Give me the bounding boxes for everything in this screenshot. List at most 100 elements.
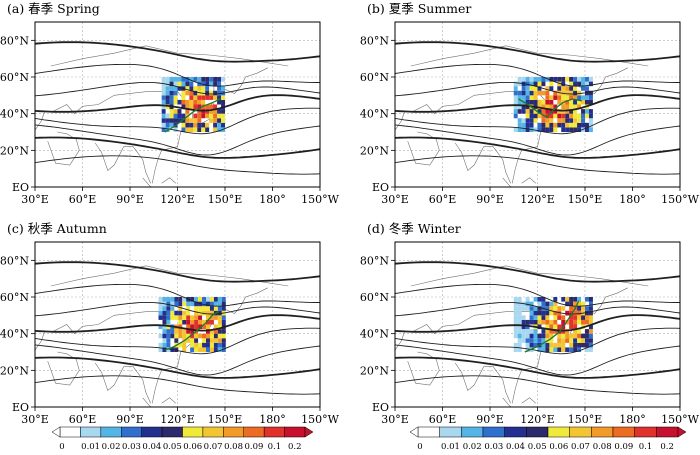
heatmap-cell	[165, 95, 170, 100]
x-tick-label: 180°	[619, 193, 646, 206]
heatmap-cell	[178, 342, 183, 348]
heatmap-cell	[217, 342, 222, 348]
heatmap-cell	[545, 324, 550, 330]
heatmap-cell	[529, 338, 534, 343]
heatmap-cell	[537, 81, 542, 87]
contour-line	[35, 344, 320, 376]
heatmap-cell	[169, 122, 174, 128]
x-tick-label: 30°E	[21, 413, 49, 426]
contour-line	[35, 136, 320, 159]
heatmap-cell	[217, 113, 222, 119]
colorbar-swatch	[482, 426, 505, 438]
heatmap-cell	[213, 77, 218, 82]
heatmap-cell	[549, 324, 554, 330]
heatmap-cell	[585, 122, 589, 128]
colorbar-swatch	[263, 426, 285, 438]
heatmap-cell	[194, 324, 199, 330]
heatmap-cell	[205, 95, 210, 100]
gridlines	[395, 242, 680, 407]
heatmap-cell	[517, 297, 522, 302]
heatmap-cell	[565, 122, 570, 128]
colorbar-label: 0.06	[549, 442, 568, 452]
heatmap-cell	[577, 347, 582, 352]
heatmap-cell	[565, 319, 570, 325]
heatmap-cell	[529, 310, 534, 316]
heatmap-cell	[213, 315, 218, 320]
heatmap-cell	[573, 324, 578, 330]
heatmap-cell	[549, 301, 554, 307]
heatmap-cell	[529, 306, 534, 311]
heatmap-cell	[573, 118, 578, 123]
contour-line	[395, 261, 680, 283]
coastline	[502, 177, 512, 187]
heatmap-cell	[545, 310, 550, 316]
heatmap-cell	[577, 104, 582, 110]
heatmap-cell	[557, 81, 562, 87]
heatmap-cell	[545, 301, 550, 307]
jet-axis-line	[518, 98, 582, 119]
jet-axis	[518, 98, 582, 119]
contour-line	[35, 124, 320, 156]
contour-line	[35, 107, 320, 135]
colorbar-label: 0.2	[288, 442, 302, 452]
colorbar-swatch	[284, 426, 306, 438]
heatmap-cell	[213, 329, 218, 334]
heatmap-cell	[557, 122, 562, 128]
heatmap-cell	[565, 329, 570, 334]
heatmap-cell	[581, 95, 585, 100]
colorbar-label: 0.1	[639, 442, 653, 452]
heatmap-cell	[533, 81, 538, 87]
heatmap-cell	[537, 338, 542, 343]
heatmap-cell	[198, 306, 203, 311]
heatmap-cell	[525, 99, 530, 105]
heatmap-cell	[158, 347, 163, 352]
heatmap-cell	[209, 347, 214, 352]
heatmap-cell	[158, 297, 163, 302]
coastline	[94, 142, 151, 184]
heatmap-cell	[573, 342, 578, 348]
heatmap-cell	[529, 90, 534, 96]
heatmap-cell	[217, 324, 222, 330]
heatmap-cell	[553, 301, 558, 307]
heatmap-cell	[577, 333, 582, 339]
heatmap-cell	[166, 338, 171, 343]
panel-title: (d) 冬季 Winter	[367, 221, 461, 236]
heatmap-cell	[198, 333, 203, 339]
heatmap-cell	[165, 113, 170, 119]
heatmap-cell	[533, 329, 538, 334]
heatmap-cell	[206, 297, 210, 302]
heatmap-cell	[221, 315, 226, 320]
heatmap-cell	[533, 99, 538, 105]
heatmap-cell	[197, 77, 202, 82]
heatmap-cell	[166, 297, 171, 302]
heatmap-cell	[588, 315, 593, 320]
y-tick-label: 80°N	[0, 34, 29, 47]
heatmap-cell	[533, 310, 538, 316]
heatmap-cell	[545, 329, 550, 334]
heatmap-cell	[585, 342, 589, 348]
heatmap-cell	[161, 77, 166, 82]
heatmap-cell	[517, 90, 522, 96]
heatmap-cell	[513, 86, 518, 91]
heatmap-cell	[213, 81, 218, 87]
coastline	[454, 142, 511, 184]
heatmap-cell	[545, 104, 550, 110]
heatmap-cell	[577, 329, 582, 334]
heatmap-cell	[577, 90, 582, 96]
heatmap-cell	[569, 301, 574, 307]
heatmap-cell	[162, 319, 167, 325]
heatmap-cell	[213, 342, 218, 348]
heatmap-cell	[525, 86, 530, 91]
heatmap-cell	[165, 118, 170, 123]
heatmap-cell	[541, 315, 546, 320]
heatmap-cell	[161, 118, 166, 123]
heatmap-cell	[545, 306, 550, 311]
heatmap-cell	[182, 297, 187, 302]
heatmap-cell	[517, 99, 522, 105]
heatmap-cell	[577, 77, 582, 82]
heatmap-cell	[573, 81, 578, 87]
heatmap-cell	[577, 95, 582, 100]
heatmap-cell	[198, 315, 203, 320]
heatmap-cell	[170, 329, 175, 334]
heatmap-cell	[513, 315, 518, 320]
